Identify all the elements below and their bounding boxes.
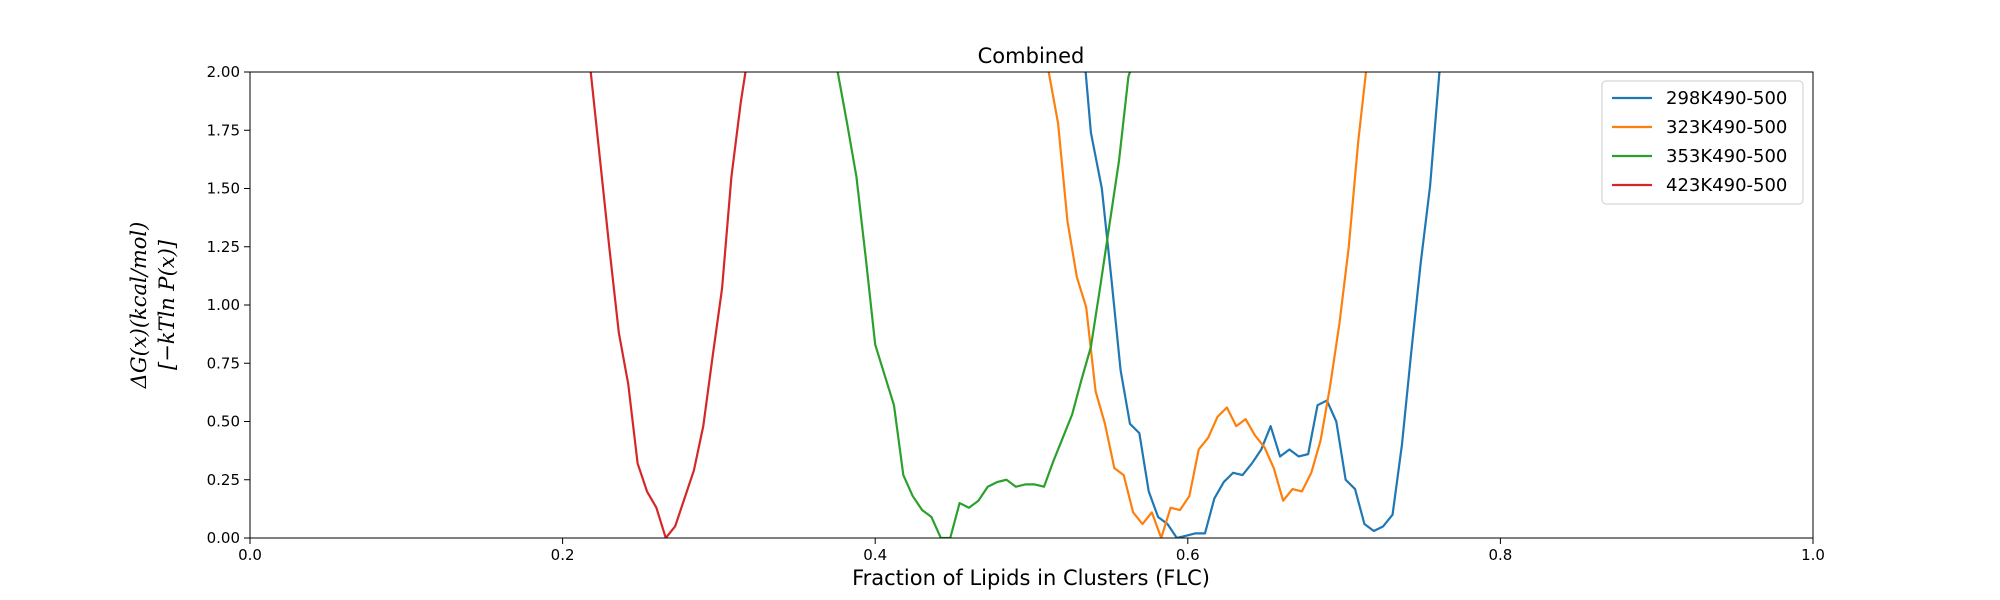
- y-tick-label: 1.00: [207, 296, 240, 314]
- y-tick-label: 0.50: [207, 413, 240, 431]
- legend-label: 298K490-500: [1666, 88, 1787, 109]
- x-tick-label: 0.4: [863, 546, 887, 564]
- x-tick-label: 0.8: [1488, 546, 1512, 564]
- series-line-423K490-500: [589, 72, 747, 538]
- x-tick-label: 1.0: [1801, 546, 1825, 564]
- chart-title: Combined: [978, 44, 1085, 68]
- legend: 298K490-500 323K490-500 353K490-500 423K490…: [1601, 80, 1804, 205]
- legend-label: 423K490-500: [1666, 175, 1787, 196]
- series-layer: [589, 72, 1441, 538]
- y-tick-label: 1.75: [207, 121, 240, 139]
- y-axis-title-line-2: [−kTln P(x)]: [155, 239, 179, 370]
- series-line-323K490-500: [1047, 72, 1368, 538]
- y-axis: 0.00 0.25 0.50 0.75 1.00 1.25 1.50 1.75 2.00: [207, 63, 250, 547]
- y-tick-label: 0.00: [207, 529, 240, 547]
- x-tick-label: 0.2: [551, 546, 575, 564]
- y-axis-title: ΔG(x)(kcal/mol) [−kTln P(x)]: [127, 222, 179, 390]
- y-tick-label: 1.25: [207, 238, 240, 256]
- x-tick-label: 0.0: [238, 546, 262, 564]
- series-line-353K490-500: [836, 72, 1132, 538]
- x-tick-label: 0.6: [1176, 546, 1200, 564]
- legend-label: 323K490-500: [1666, 117, 1787, 138]
- x-axis: 0.0 0.2 0.4 0.6 0.8 1.0: [238, 538, 1825, 564]
- y-tick-label: 2.00: [207, 63, 240, 81]
- y-tick-label: 0.75: [207, 354, 240, 372]
- y-tick-label: 1.50: [207, 180, 240, 198]
- legend-label: 353K490-500: [1666, 146, 1787, 167]
- y-tick-label: 0.25: [207, 471, 240, 489]
- series-line-298K490-500: [1084, 72, 1441, 538]
- legend-box: [1601, 80, 1804, 205]
- x-axis-title: Fraction of Lipids in Clusters (FLC): [852, 566, 1210, 590]
- y-axis-title-line-1: ΔG(x)(kcal/mol): [127, 222, 151, 390]
